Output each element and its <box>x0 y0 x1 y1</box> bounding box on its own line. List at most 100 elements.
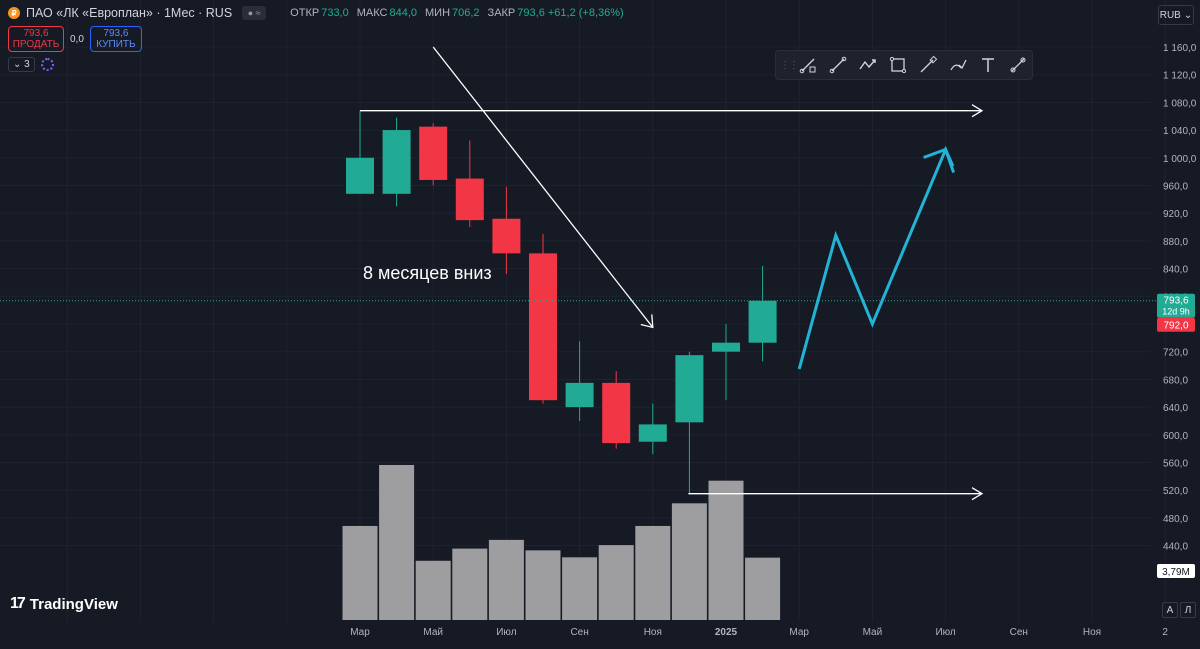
time-tick-label: Ноя <box>644 627 662 638</box>
volume-bar <box>671 503 707 620</box>
time-tick-label: Мар <box>789 627 809 638</box>
price-tick-label: 920,0 <box>1163 209 1188 220</box>
ohlc-high-value: 844,0 <box>389 7 417 19</box>
candle-body <box>675 355 704 423</box>
price-tick-label: 1 160,0 <box>1163 43 1197 54</box>
spread-value: 0,0 <box>70 33 84 45</box>
time-axis: Мар Май Июл Сен Ноя 2025 Мар Май Июл Сен Ноя 2 <box>350 627 1168 638</box>
chevron-down-icon: ⌄ <box>1183 9 1193 21</box>
highlighter-icon[interactable] <box>946 54 970 76</box>
candle-body <box>712 342 740 352</box>
ohlc-low-label: МИН <box>425 7 451 19</box>
trend-line-icon[interactable] <box>826 54 850 76</box>
price-tick-label: 960,0 <box>1163 182 1188 193</box>
line-tool-icon[interactable] <box>796 54 820 76</box>
ohlc-open-label: ОТКР <box>290 7 320 19</box>
ohlc-low-value: 706,2 <box>452 7 480 19</box>
resistance-arrow-head <box>971 104 984 118</box>
time-tick-label: Май <box>423 627 443 638</box>
compare-icon[interactable]: ● ≈ <box>242 6 267 20</box>
time-tick-label: 2025 <box>715 627 738 638</box>
buy-price: 793,6 <box>103 28 129 39</box>
ohlc-close-value: 793,6 +61,2 (+8,36%) <box>517 7 624 19</box>
volume-bar <box>525 550 561 620</box>
candle-body <box>602 382 631 444</box>
candle-body <box>492 218 521 254</box>
symbol-header: ₽ ПАО «ЛК «Европлан» · 1Мес · RUS ● ≈ ОТ… <box>8 6 630 20</box>
time-tick-label: Мар <box>350 627 370 638</box>
candle-body <box>455 178 484 221</box>
price-tick-label: 720,0 <box>1163 348 1188 359</box>
price-axis: 1 160,0 1 120,0 1 080,0 1 040,0 1 000,0 960,0… <box>1163 43 1197 553</box>
indicators-count: 3 <box>24 59 30 70</box>
log-scale-button[interactable]: Л <box>1180 602 1196 618</box>
candle-body <box>346 157 374 194</box>
volume-bar <box>745 557 781 620</box>
annotation-text: 8 месяцев вниз <box>363 263 492 283</box>
volume-bars <box>342 465 781 620</box>
price-tick-label: 600,0 <box>1163 431 1188 442</box>
price-tick-label: 560,0 <box>1163 459 1188 470</box>
volume-bar <box>342 525 378 620</box>
time-tick-label: Июл <box>935 627 955 638</box>
bar-countdown-label: 12d 9h <box>1162 307 1190 317</box>
auto-scale-button[interactable]: A <box>1162 602 1178 618</box>
indicators-toggle[interactable]: ⌄ 3 <box>8 57 35 72</box>
drawings <box>360 46 984 501</box>
candle-body <box>638 424 667 442</box>
volume-label: 3,79M <box>1162 567 1190 578</box>
volume-bar <box>415 560 451 620</box>
measure-icon[interactable] <box>1006 54 1030 76</box>
candle-body <box>419 126 448 180</box>
brand-name: TradingView <box>29 595 118 613</box>
indicators-bar: ⌄ 3 <box>8 57 54 72</box>
tradingview-logo[interactable]: 17 TradingView <box>10 595 118 613</box>
volume-bar <box>708 480 744 620</box>
rectangle-icon[interactable] <box>886 54 910 76</box>
price-tick-label: 1 000,0 <box>1163 154 1197 165</box>
price-tick-label: 880,0 <box>1163 237 1188 248</box>
last-price-marker <box>1157 293 1195 318</box>
candle-body <box>382 130 411 194</box>
time-tick-label: Май <box>863 627 883 638</box>
candle-body <box>748 300 777 343</box>
chart-grid <box>0 0 1166 622</box>
volume-bar <box>598 545 634 620</box>
sell-button[interactable]: 793,6 ПРОДАТЬ <box>8 26 64 52</box>
symbol-title[interactable]: ПАО «ЛК «Европлан» · 1Мес · RUS <box>26 6 233 20</box>
last-price-label: 793,6 <box>1163 296 1188 307</box>
price-tick-label: 1 120,0 <box>1163 71 1197 82</box>
candle-body <box>529 253 557 401</box>
price-tick-label: 840,0 <box>1163 265 1188 276</box>
currency-label: RUB <box>1159 9 1181 21</box>
price-tick-label: 680,0 <box>1163 375 1188 386</box>
text-icon[interactable] <box>976 54 1000 76</box>
volume-bar <box>379 465 415 620</box>
time-tick-label: Сен <box>570 627 588 638</box>
candles <box>346 110 777 494</box>
tradingview-logo-icon: 17 <box>10 595 26 612</box>
volume-marker <box>1157 564 1195 578</box>
downtrend-arrow-head <box>640 314 654 329</box>
candle-body <box>565 382 594 408</box>
time-tick-label: Ноя <box>1083 627 1101 638</box>
path-icon[interactable] <box>856 54 880 76</box>
sell-price: 793,6 <box>23 28 49 39</box>
indicator-loading-icon <box>40 58 54 71</box>
ohlc-high-label: МАКС <box>356 7 388 19</box>
drawing-toolbar: ⋮⋮ <box>775 50 1033 80</box>
currency-selector[interactable]: RUB ⌄ <box>1158 5 1194 25</box>
projection-arrow-head <box>923 147 956 173</box>
downtrend-arrow-line <box>432 46 654 328</box>
ruble-icon: ₽ <box>8 7 20 19</box>
sell-label: ПРОДАТЬ <box>12 39 60 50</box>
brush-icon[interactable] <box>916 54 940 76</box>
ohlc-open-value: 733,0 <box>321 7 349 19</box>
buy-button[interactable]: 793,6 КУПИТЬ <box>89 26 142 52</box>
volume-bar <box>635 525 671 620</box>
volume-bar <box>452 548 488 620</box>
drag-handle-icon[interactable]: ⋮⋮ <box>780 59 799 71</box>
price-tick-label: 520,0 <box>1163 486 1188 497</box>
